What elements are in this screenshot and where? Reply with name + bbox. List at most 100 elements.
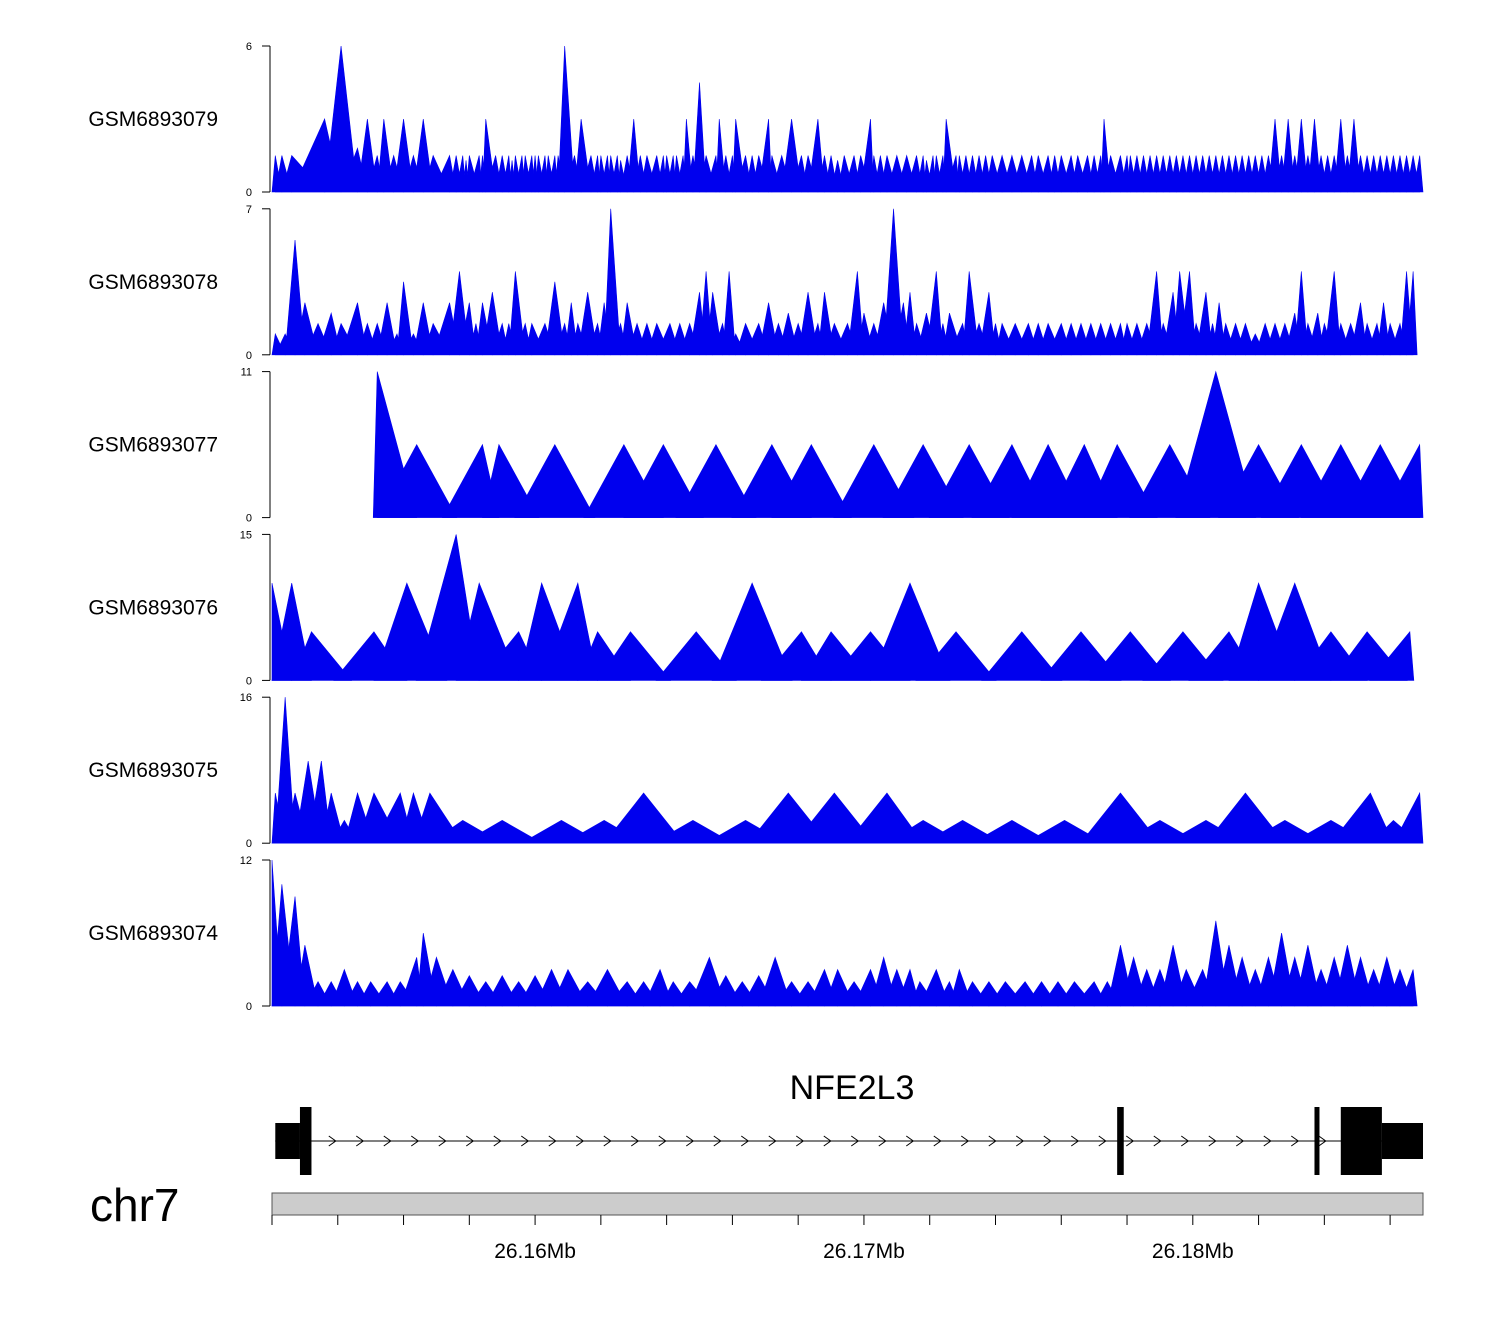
track-GSM6893076: GSM6893076 15 0: [88, 529, 1415, 687]
strand-arrow: [1290, 1135, 1300, 1147]
coverage-peak: [1412, 155, 1424, 193]
y-tick-label-zero: 0: [246, 513, 252, 525]
strand-arrow: [1153, 1135, 1162, 1147]
strand-arrow: [575, 1135, 585, 1147]
y-tick-label-max: 7: [246, 204, 252, 216]
strand-arrow: [1125, 1135, 1135, 1147]
coverage-peak: [771, 443, 852, 518]
strand-arrow: [1208, 1135, 1217, 1147]
strand-arrow: [960, 1135, 970, 1147]
strand-arrow: [630, 1135, 640, 1147]
gene-symbol: NFE2L3: [790, 1069, 915, 1107]
strand-arrow: [355, 1135, 365, 1147]
coverage-peak: [281, 896, 306, 1007]
chromosome-label: chr7: [90, 1179, 179, 1231]
track-label: GSM6893077: [88, 434, 218, 457]
coverage-peak: [1330, 792, 1394, 844]
coverage-peak: [847, 271, 865, 356]
exon-utr: [275, 1123, 300, 1159]
coverage-peak: [514, 443, 596, 518]
x-tick-label: 26.16Mb: [494, 1240, 576, 1263]
coverage-peak: [793, 792, 875, 844]
strand-arrow: [713, 1135, 722, 1147]
strand-arrow: [905, 1135, 915, 1147]
coverage-peak: [291, 631, 353, 681]
track-GSM6893078: GSM6893078 7 0: [88, 204, 1418, 362]
coverage-peak: [1399, 969, 1418, 1007]
strand-arrow: [878, 1135, 887, 1147]
coverage-peak: [1379, 443, 1424, 518]
strand-arrow: [1180, 1135, 1190, 1147]
coverage-peak: [1369, 630, 1415, 681]
exon-cds: [1340, 1107, 1382, 1175]
strand-arrow: [1043, 1135, 1052, 1147]
strand-arrow: [1263, 1135, 1272, 1147]
coverage-peak: [1023, 820, 1106, 844]
track-label: GSM6893075: [88, 759, 218, 782]
strand-arrow: [685, 1135, 695, 1147]
exon-cds: [1117, 1107, 1124, 1175]
coverage-peak: [603, 792, 685, 844]
y-tick-label-zero: 0: [246, 350, 252, 362]
strand-arrow: [465, 1135, 475, 1147]
coverage-peak: [1324, 271, 1342, 356]
data-tracks: GSM689307960GSM689307870GSM6893077110GSM…: [88, 41, 1424, 1013]
track-GSM6893079: GSM6893079 6 0: [88, 41, 1424, 199]
track-GSM6893075: GSM6893075 16 0: [88, 692, 1424, 850]
strand-arrow: [1098, 1135, 1107, 1147]
coverage-peak: [1175, 370, 1257, 518]
strand-arrow: [603, 1135, 612, 1147]
strand-arrow: [1070, 1135, 1080, 1147]
x-tick-label: 26.17Mb: [823, 1240, 905, 1263]
strand-arrow: [1015, 1135, 1025, 1147]
strand-arrow: [520, 1135, 530, 1147]
strand-arrow: [740, 1135, 750, 1147]
exon-cds: [299, 1107, 312, 1175]
strand-arrow: [768, 1135, 777, 1147]
chromosome-bar: [271, 1192, 1424, 1216]
coverage-peak: [1406, 271, 1418, 356]
coverage-peak: [675, 443, 757, 518]
coverage-peak: [340, 302, 368, 356]
coverage-peak: [758, 118, 773, 193]
strand-arrow: [410, 1135, 420, 1147]
gene-annotation-track: NFE2L3: [275, 1069, 1423, 1175]
strand-arrow: [438, 1135, 447, 1147]
strand-arrow: [548, 1135, 557, 1147]
coverage-peak: [1083, 443, 1158, 518]
track-label: GSM6893079: [88, 108, 218, 131]
y-tick-label-zero: 0: [246, 1001, 252, 1013]
genome-axis-track: chr7 26.16Mb 26.17Mb 26.18Mb: [90, 1179, 1424, 1263]
track-label: GSM6893078: [88, 271, 218, 294]
coverage-peak: [1195, 292, 1213, 356]
strand-arrow: [823, 1135, 832, 1147]
strand-arrow: [658, 1135, 667, 1147]
y-tick-label-max: 12: [240, 855, 252, 867]
coverage-peak: [655, 631, 737, 681]
y-tick-label-zero: 0: [246, 838, 252, 850]
coverage-peak: [1089, 631, 1171, 681]
track-GSM6893074: GSM6893074 12 0: [88, 855, 1418, 1013]
strand-arrow: [850, 1135, 860, 1147]
strand-arrow: [493, 1135, 502, 1147]
coverage-peak: [541, 581, 598, 681]
coverage-peak: [597, 631, 672, 681]
coverage-peak: [860, 118, 875, 193]
coverage-peak: [1179, 271, 1197, 356]
y-tick-label-max: 16: [240, 692, 252, 704]
strand-arrow: [383, 1135, 392, 1147]
y-tick-label-max: 15: [240, 529, 252, 541]
coverage-peak: [926, 271, 944, 356]
track-GSM6893077: GSM6893077 11 0: [88, 367, 1424, 525]
coverage-peak: [1146, 271, 1164, 356]
track-label: GSM6893076: [88, 596, 218, 619]
coverage-peak: [846, 792, 924, 844]
strand-arrow: [328, 1135, 337, 1147]
x-tick-label: 26.18Mb: [1152, 1240, 1234, 1263]
coverage-peak: [870, 582, 951, 681]
coverage-peak: [461, 820, 544, 844]
strand-arrow: [1235, 1135, 1245, 1147]
y-tick-label-zero: 0: [246, 675, 252, 687]
coverage-peak: [651, 820, 735, 844]
